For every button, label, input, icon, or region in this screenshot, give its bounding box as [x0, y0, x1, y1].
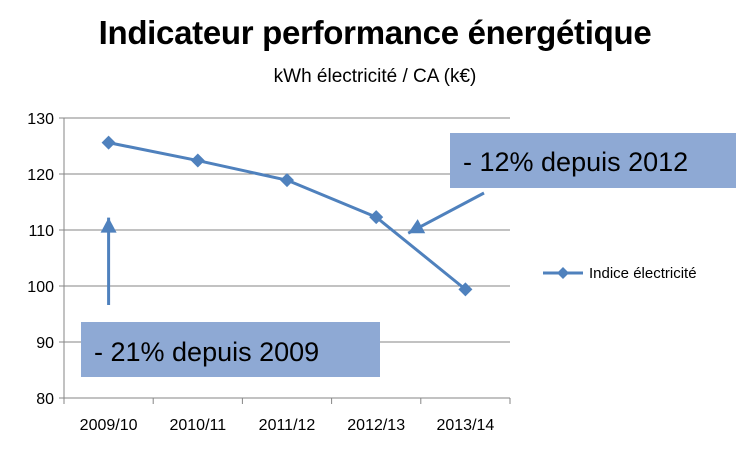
series-line	[108, 141, 467, 291]
x-tick-label: 2011/12	[259, 417, 316, 434]
callout-text: - 12% depuis 2012	[463, 147, 688, 177]
callout-text: - 21% depuis 2009	[94, 337, 319, 367]
data-point	[280, 173, 294, 188]
y-tick-label: 130	[27, 111, 54, 128]
callout-box	[450, 133, 736, 188]
y-tick-label: 90	[36, 335, 54, 352]
callout-arrow-head	[100, 217, 117, 233]
y-tick-label: 100	[27, 279, 54, 296]
legend-label: Indice électricité	[589, 265, 697, 282]
data-point	[190, 153, 205, 168]
y-tick-label: 110	[28, 223, 54, 240]
data-point	[369, 210, 384, 225]
y-tick-label: 80	[36, 391, 54, 408]
x-tick-label: 2013/14	[436, 417, 494, 434]
x-tick-label: 2009/10	[80, 417, 138, 434]
chart-subtitle: kWh électricité / CA (k€)	[273, 66, 477, 87]
callout-arrow-head	[408, 219, 426, 234]
data-point	[101, 135, 116, 150]
data-point	[458, 282, 473, 297]
y-tick-label: 120	[27, 167, 54, 184]
x-tick-label: 2010/11	[169, 417, 226, 434]
legend-marker	[557, 267, 569, 279]
x-tick-label: 2012/13	[347, 417, 405, 434]
chart-title: Indicateur performance énergétique	[98, 14, 652, 51]
callout-box	[81, 322, 380, 377]
